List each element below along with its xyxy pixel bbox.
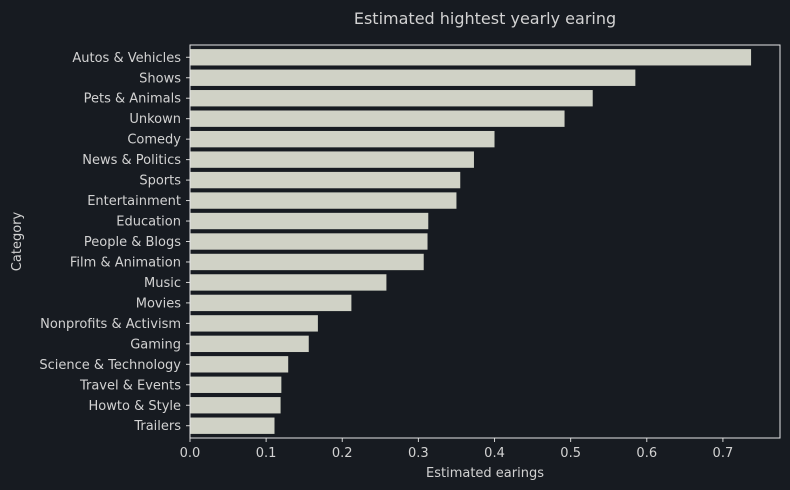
x-axis-label: Estimated earings [426, 466, 544, 481]
y-tick-label: Sports [139, 174, 181, 189]
y-tick-label: Entertainment [87, 194, 181, 209]
y-tick-label: News & Politics [82, 153, 181, 168]
x-tick-label: 0.0 [180, 446, 201, 461]
bar [190, 130, 495, 148]
x-tick-label: 0.3 [408, 446, 429, 461]
bar [190, 171, 461, 189]
y-axis-label: Category [10, 212, 25, 272]
chart-title: Estimated hightest yearly earing [354, 9, 616, 28]
bars-group [190, 49, 752, 434]
bar [190, 274, 387, 291]
bar [190, 151, 474, 168]
y-tick-label: Gaming [130, 337, 181, 352]
bar [190, 233, 428, 250]
y-tick-label: Trailers [133, 419, 181, 434]
x-tick-label: 0.1 [256, 446, 277, 461]
y-tick-label: Science & Technology [39, 358, 181, 373]
bar [190, 397, 281, 414]
y-tick-label: Comedy [127, 133, 181, 148]
y-tick-label: Movies [136, 296, 181, 311]
bar [190, 110, 565, 127]
x-tick-label: 0.4 [484, 446, 505, 461]
y-tick-label: Nonprofits & Activism [40, 317, 181, 332]
bar [190, 69, 636, 86]
y-tick-label: Music [144, 276, 181, 291]
bar [190, 335, 309, 353]
x-tick-label: 0.7 [713, 446, 734, 461]
bar [190, 376, 282, 393]
bar [190, 417, 275, 434]
bar [190, 90, 593, 107]
y-tick-label: Autos & Vehicles [72, 51, 181, 66]
y-tick-label: Pets & Animals [84, 92, 182, 107]
x-tick-label: 0.6 [636, 446, 657, 461]
y-tick-labels: Autos & Vehicles Shows Pets & Animals Unkow… [39, 51, 190, 434]
x-tick-label: 0.5 [560, 446, 581, 461]
y-tick-label: Education [116, 215, 181, 230]
y-tick-label: People & Blogs [84, 235, 181, 250]
y-tick-label: Travel & Events [79, 378, 181, 393]
bar [190, 49, 752, 66]
y-tick-label: Howto & Style [89, 399, 181, 414]
y-tick-label: Unkown [129, 112, 181, 127]
bar [190, 315, 318, 332]
bar [190, 356, 289, 373]
bar [190, 294, 352, 312]
x-tick-label: 0.2 [332, 446, 353, 461]
bar [190, 212, 429, 230]
x-ticks: 0.0 0.1 0.2 0.3 0.4 0.5 0.6 0.7 [180, 438, 734, 461]
bar [190, 253, 424, 271]
y-tick-label: Film & Animation [70, 255, 181, 270]
bar [190, 192, 457, 209]
plot-frame [189, 44, 781, 439]
y-tick-label: Shows [139, 71, 181, 86]
